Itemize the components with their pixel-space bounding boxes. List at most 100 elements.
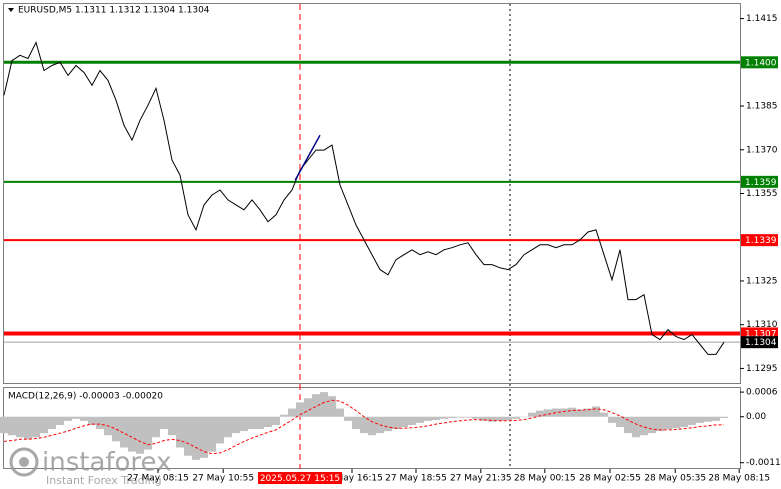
macd-bar: [640, 416, 648, 436]
macd-bar: [400, 416, 408, 427]
macd-bar: [352, 416, 360, 430]
trend-line: [294, 134, 321, 181]
macd-bar: [152, 416, 160, 438]
y-tick-label: 1.1415: [746, 14, 778, 24]
x-tick-label: 27 May 18:55: [385, 474, 447, 484]
macd-bar: [504, 416, 512, 421]
macd-bar: [608, 416, 616, 423]
macd-bar: [464, 416, 472, 418]
macd-bar: [168, 416, 176, 436]
chart-title: EURUSD,M5 1.1311 1.1312 1.1304 1.1304: [18, 6, 210, 16]
macd-bar: [680, 416, 688, 427]
macd-bar: [672, 416, 680, 429]
macd-bar: [528, 412, 536, 417]
macd-bar: [472, 416, 480, 419]
macd-bar: [96, 416, 104, 430]
macd-bar: [272, 416, 280, 425]
x-tick-label: 27 May 16:15: [321, 474, 383, 484]
menu-arrow: [8, 8, 14, 12]
macd-bar: [240, 416, 248, 432]
macd-bar: [440, 416, 448, 419]
logo-text: instaforex: [42, 448, 171, 478]
macd-bar: [576, 409, 584, 417]
macd-bar: [448, 416, 456, 418]
macd-bar: [112, 416, 120, 442]
level-label: 1.1400: [745, 58, 777, 68]
macd-bar: [232, 416, 240, 434]
macd-bar: [296, 402, 304, 417]
signal-line: [3, 399, 724, 455]
macd-bar: [664, 416, 672, 430]
macd-bar: [368, 416, 376, 436]
level-label-box: [741, 175, 778, 188]
macd-bar: [264, 416, 272, 427]
macd-bar: [312, 394, 320, 417]
macd-bar: [416, 416, 424, 423]
macd-bar: [64, 416, 72, 421]
macd-bar: [120, 416, 128, 448]
logo-tagline: Instant Forex Trading: [46, 474, 162, 487]
macd-bar: [208, 416, 216, 452]
macd-bar: [176, 416, 184, 448]
macd-bar: [288, 408, 296, 417]
x-tick-label: 27 May 21:35: [450, 474, 512, 484]
macd-bar: [192, 416, 200, 460]
macd-bar: [424, 416, 432, 421]
macd-bar: [544, 409, 552, 417]
macd-bar: [320, 392, 328, 417]
logo-mark: [19, 457, 29, 467]
macd-bar: [32, 416, 40, 438]
macd-bar: [344, 416, 352, 421]
macd-bar: [688, 416, 696, 425]
level-label: 1.1307: [745, 329, 777, 339]
y-tick-label: -0.00112: [746, 458, 781, 468]
crosshair-label-box: [258, 472, 342, 484]
macd-bar: [632, 416, 640, 438]
macd-bar: [200, 416, 208, 458]
macd-bar: [704, 416, 712, 422]
level-label: 1.1304: [745, 338, 777, 348]
watermark: instaforex Instant Forex Trading: [9, 447, 171, 487]
macd-bar: [40, 416, 48, 434]
macd-bar: [512, 416, 520, 419]
macd-bar: [568, 407, 576, 417]
macd-bar: [160, 416, 168, 430]
macd-bar: [488, 416, 496, 422]
macd-bar: [560, 408, 568, 417]
macd-bar: [224, 416, 232, 438]
macd-bar: [184, 416, 192, 456]
macd-bar: [88, 416, 96, 425]
macd-bar: [216, 416, 224, 444]
macd-bar: [600, 412, 608, 417]
y-tick-label: 1.1295: [746, 364, 778, 374]
macd-bar: [720, 416, 728, 418]
y-tick-label: 1.1385: [746, 102, 778, 112]
level-label-box: [741, 336, 778, 349]
macd-bar: [552, 408, 560, 417]
macd-bar: [616, 416, 624, 427]
macd-bar: [8, 416, 16, 436]
macd-bar: [72, 416, 80, 419]
macd-bar: [432, 416, 440, 421]
macd-bar: [128, 416, 136, 452]
y-tick-label: 1.1310: [746, 320, 778, 330]
x-tick-label: 28 May 08:15: [708, 474, 770, 484]
macd-bar: [0, 416, 8, 434]
crosshair-label: 2025.05.27 15:15: [260, 474, 340, 484]
macd-bar: [16, 416, 24, 438]
macd-bar: [56, 416, 64, 425]
macd-bar: [520, 416, 528, 418]
y-tick-label: 1.1370: [746, 145, 778, 155]
logo-mark: [9, 447, 39, 477]
macd-bar: [24, 416, 32, 440]
y-tick-label: 0.0006: [746, 388, 778, 398]
level-label: 1.1359: [745, 178, 777, 188]
macd-bar: [248, 416, 256, 430]
macd-bar: [592, 406, 600, 417]
macd-bar: [712, 416, 720, 421]
macd-bar: [392, 416, 400, 430]
x-tick-label: 28 May 00:15: [514, 474, 576, 484]
macd-bar: [648, 416, 656, 434]
macd-bar: [80, 416, 88, 421]
